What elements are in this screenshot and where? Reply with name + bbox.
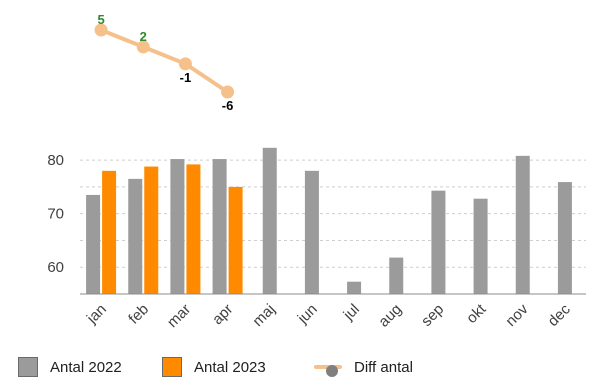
legend-item-antal-2023: Antal 2023 (162, 356, 266, 378)
legend-item-antal-2022: Antal 2022 (18, 356, 122, 378)
x-tick-label-feb: feb (125, 301, 152, 328)
bar-2022-aug (389, 257, 404, 294)
y-tick-label-60: 60 (47, 259, 64, 276)
bar-2023-jan (102, 170, 117, 294)
bar-2022-feb (128, 178, 143, 294)
combo-chart: 60 70 80 jan feb mar apr maj jun jul aug sep okt nov d… (47, 12, 586, 331)
bar-2022-jul (347, 281, 362, 294)
x-tick-label-mar: mar (164, 301, 194, 331)
legend-line-marker-diff-antal (314, 357, 342, 377)
y-tick-label-70: 70 (47, 206, 64, 223)
x-tick-label-jan: jan (83, 301, 110, 328)
bar-2022-mar (170, 159, 185, 294)
bar-2022-sep (431, 190, 446, 294)
y-tick-label-80: 80 (47, 152, 64, 169)
legend-swatch-antal-2022 (18, 357, 38, 377)
bar-2022-jun (304, 170, 319, 294)
chart-legend: Antal 2022 Antal 2023 Diff antal (0, 346, 598, 378)
bar-2022-maj (262, 147, 277, 294)
bar-2023-feb (144, 166, 159, 294)
bar-2022-jan (86, 194, 101, 294)
x-tick-label-aug: aug (375, 301, 405, 331)
x-tick-label-sep: sep (418, 301, 447, 330)
legend-item-diff-antal: Diff antal (314, 356, 413, 378)
diff-label-apr: -6 (222, 98, 234, 113)
diff-line (99, 28, 230, 94)
legend-swatch-antal-2023 (162, 357, 182, 377)
legend-label-antal-2022: Antal 2022 (50, 358, 122, 376)
bar-2022-apr (212, 159, 227, 294)
diff-label-mar: -1 (180, 70, 192, 85)
x-tick-label-okt: okt (463, 300, 490, 327)
bar-2023-mar (186, 164, 201, 294)
diff-point-jan (94, 23, 108, 37)
diff-label-jan: 5 (97, 12, 104, 27)
x-tick-label-apr: apr (209, 301, 236, 328)
legend-label-diff-antal: Diff antal (354, 358, 413, 376)
diff-point-apr (221, 85, 235, 99)
diff-point-mar (178, 57, 192, 71)
bar-2023-apr (228, 186, 243, 294)
x-tick-label-maj: maj (249, 301, 278, 330)
bar-2022-okt (473, 198, 488, 294)
bar-2022-nov (515, 155, 530, 294)
x-tick-label-dec: dec (545, 300, 574, 329)
bar-2022-dec (557, 182, 572, 294)
x-tick-label-jul: jul (340, 301, 363, 324)
legend-label-antal-2023: Antal 2023 (194, 358, 266, 376)
diff-point-feb (136, 40, 150, 54)
x-tick-label-nov: nov (502, 300, 531, 329)
x-tick-label-jun: jun (294, 301, 321, 328)
diff-label-feb: 2 (140, 29, 147, 44)
